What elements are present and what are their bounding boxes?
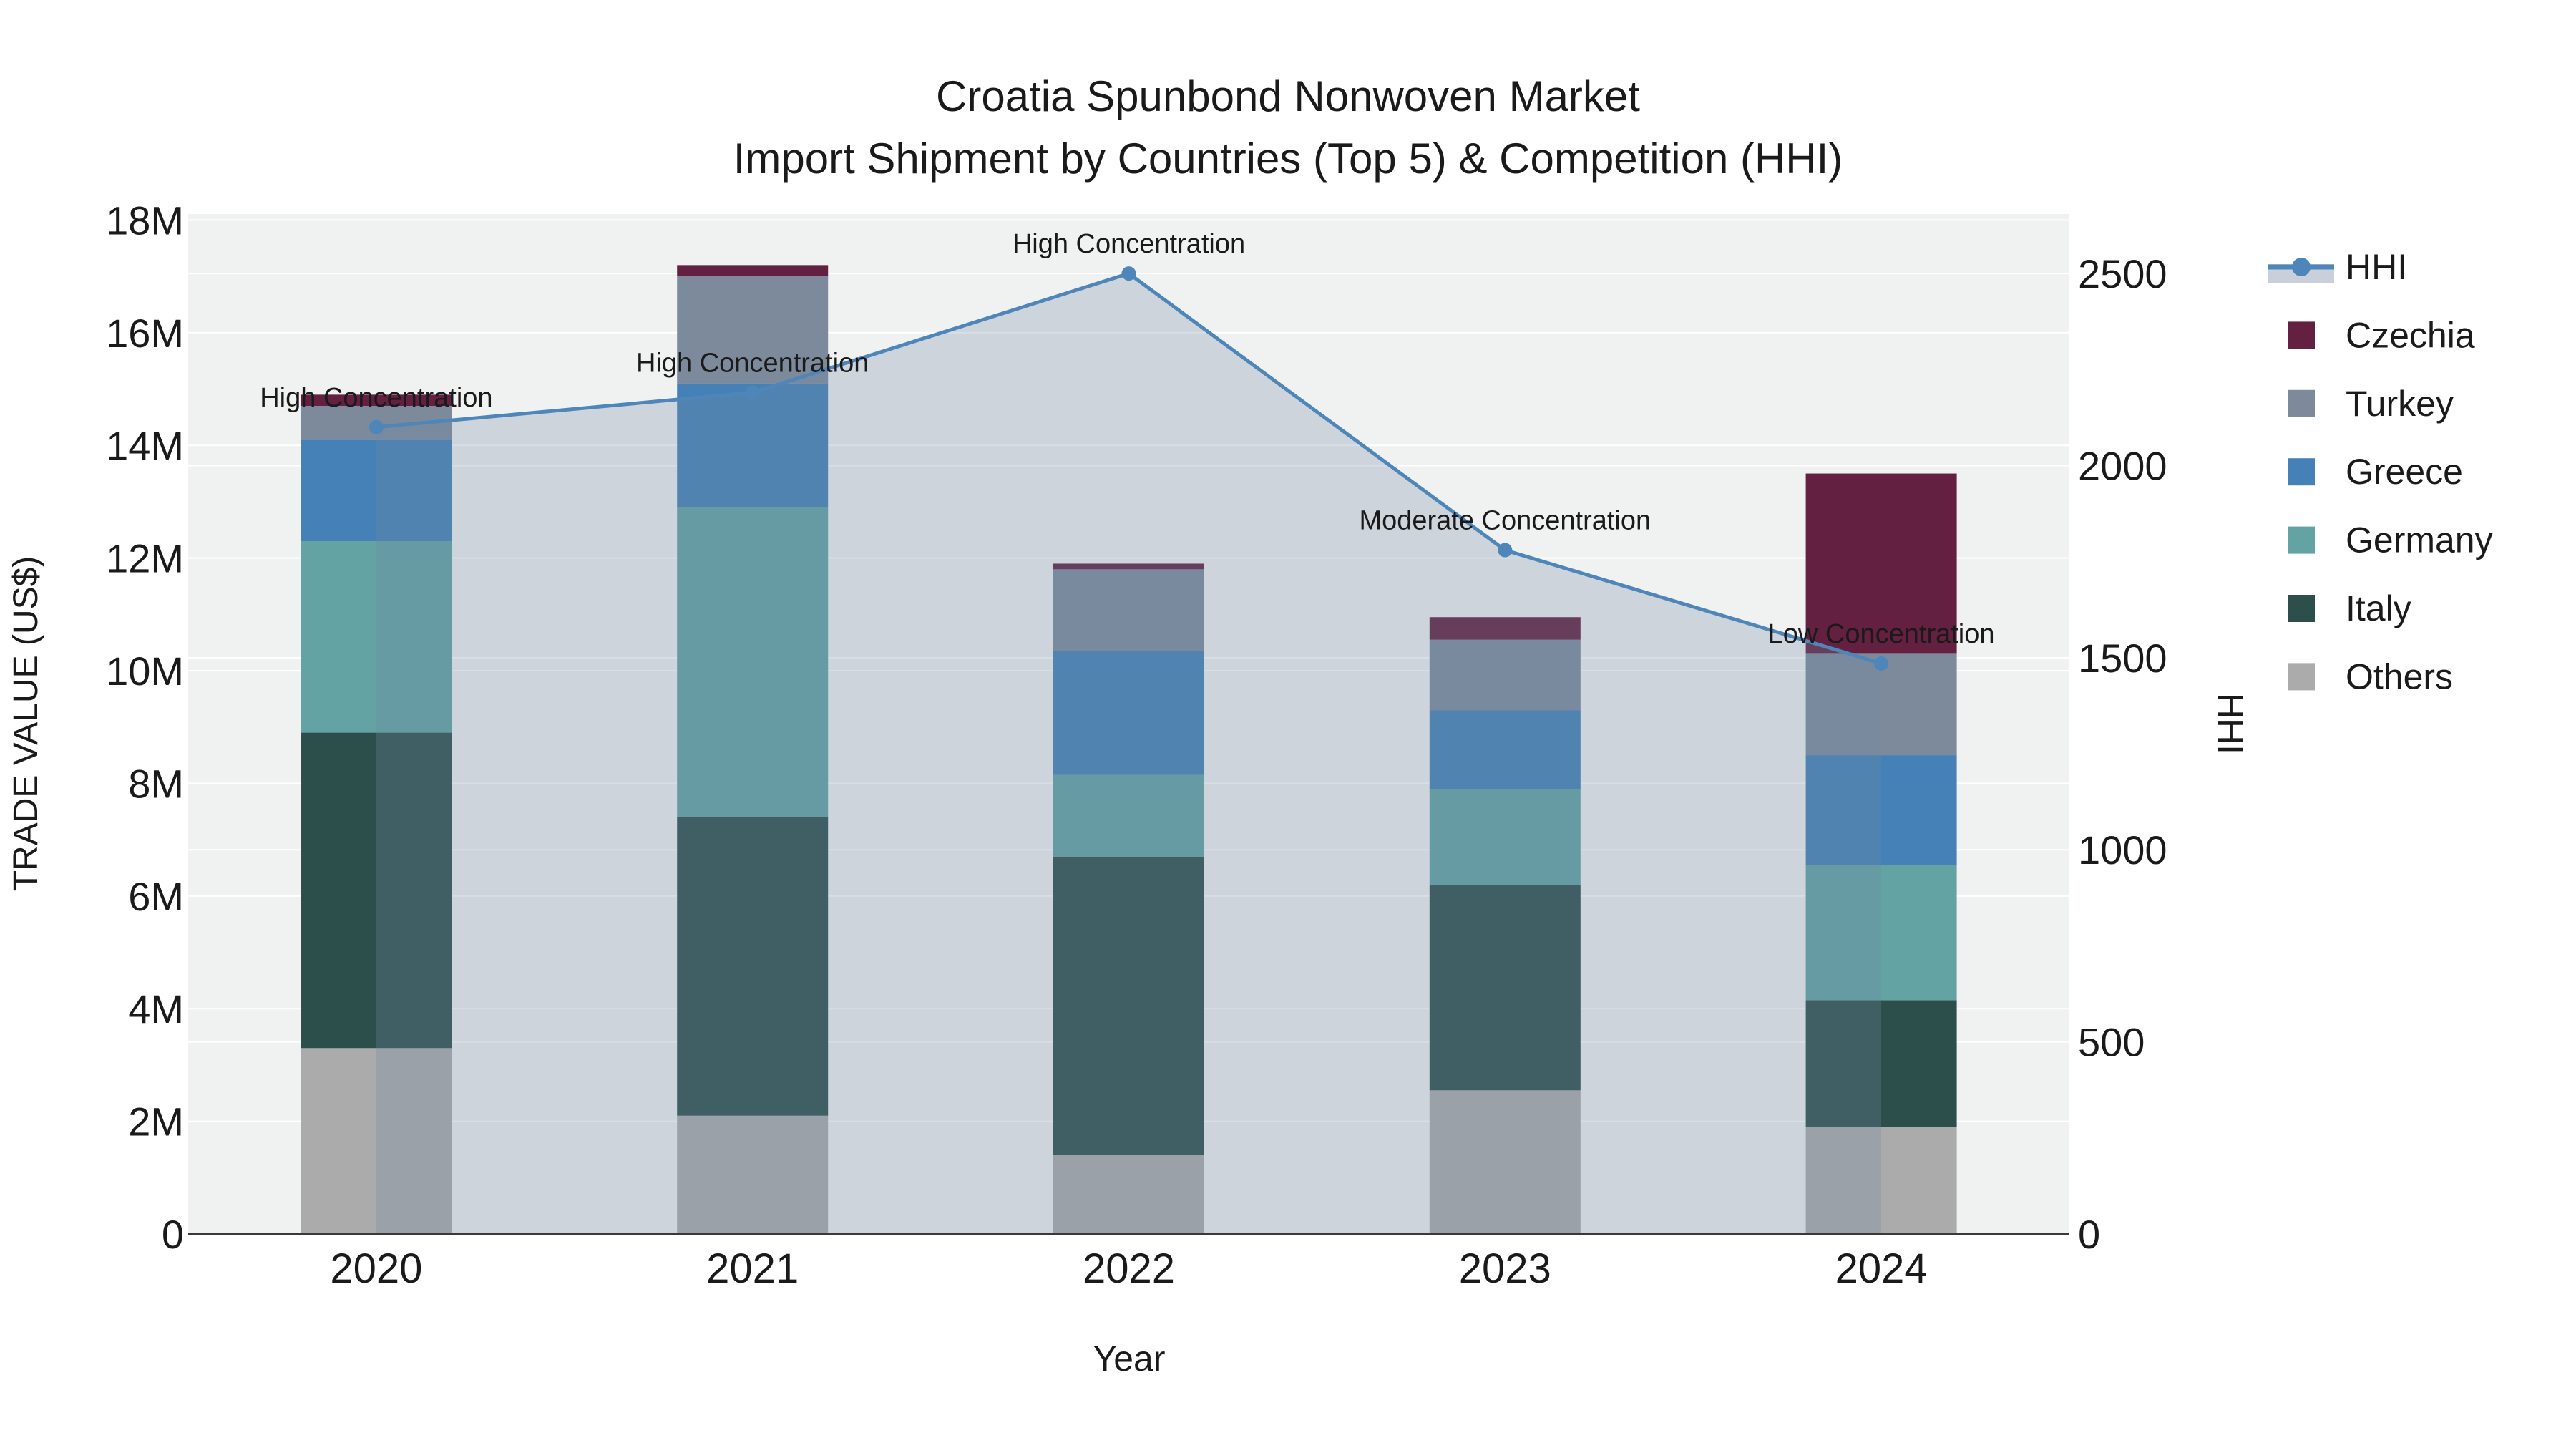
bar-segment-others-2022 [1053,1155,1204,1234]
y-left-tick: 16M [106,311,184,356]
legend-label-others: Others [2346,656,2453,696]
y-right-tick: 1500 [2078,636,2167,681]
y-right-tick: 2000 [2078,443,2167,488]
legend-item-turkey[interactable]: Turkey [2288,384,2454,424]
hhi-marker-2022 [1121,266,1136,281]
axis-tick-labels: 0 2M 4M 6M 8M 10M 12M 14M 16M 18M 0 500 1000 1500 2000… [106,198,2167,1292]
legend-label-turkey: Turkey [2346,384,2454,424]
y-left-tick: 0 [162,1212,184,1257]
legend-item-czechia[interactable]: Czechia [2288,315,2475,355]
bar-segment-italy-2023 [1429,885,1581,1091]
legend-item-germany[interactable]: Germany [2288,520,2493,560]
legend-label-italy: Italy [2346,588,2411,628]
legend-item-hhi[interactable]: HHI [2268,247,2407,287]
y-left-tick: 14M [106,423,184,468]
hhi-marker-2024 [1874,656,1889,671]
y-left-axis-title: TRADE VALUE (US$) [7,556,45,892]
x-tick-2024: 2024 [1835,1245,1928,1292]
bar-segment-greece-2020 [301,439,452,541]
bar-segment-turkey-2024 [1805,653,1957,756]
y-right-tick: 0 [2078,1212,2100,1257]
annotation-2020: High Concentration [260,383,492,413]
bar-segment-turkey-2023 [1429,639,1581,711]
stacked-bars [301,265,1957,1234]
bar-segment-others-2020 [301,1048,452,1234]
y-left-tick: 6M [128,874,184,919]
y-right-tick: 2500 [2078,251,2167,296]
bar-segment-germany-2024 [1805,865,1957,1001]
bar-segment-germany-2020 [301,540,452,733]
bar-segment-turkey-2021 [677,276,829,384]
legend-swatch-greece [2288,458,2315,486]
bar-segment-others-2021 [677,1115,829,1234]
x-tick-2023: 2023 [1459,1245,1551,1292]
hhi-area-fill [376,273,1882,1235]
hhi-marker-2023 [1498,543,1513,558]
y-left-tick: 8M [128,761,184,806]
chart-title-line1: Croatia Spunbond Nonwoven Market [936,72,1640,120]
legend-hhi-marker-icon [2292,258,2311,276]
y-left-tick: 12M [106,536,184,581]
bar-segment-greece-2023 [1429,710,1581,789]
annotation-2022: High Concentration [1013,229,1245,259]
bar-segment-greece-2022 [1053,651,1204,775]
x-tick-2022: 2022 [1083,1245,1175,1292]
bar-segment-turkey-2022 [1053,569,1204,651]
bar-segment-italy-2022 [1053,856,1204,1155]
x-tick-2021: 2021 [706,1245,799,1292]
y-right-tick: 500 [2078,1020,2145,1065]
y-right-axis-title: HHI [2210,693,2250,754]
y-left-tick: 18M [106,198,184,243]
legend-item-others[interactable]: Others [2288,656,2453,696]
bar-segment-germany-2021 [677,507,829,817]
bar-segment-others-2023 [1429,1090,1581,1234]
legend-label-czechia: Czechia [2346,315,2475,355]
bar-segment-italy-2024 [1805,1000,1957,1127]
annotation-2023: Moderate Concentration [1359,506,1651,536]
bar-segment-germany-2022 [1053,774,1204,857]
legend-swatch-italy [2288,595,2315,622]
hhi-marker-2021 [745,385,760,400]
x-tick-2020: 2020 [330,1245,422,1292]
legend: HHI Czechia Turkey Greece Germany Italy Others [2268,247,2493,696]
y-left-tick: 10M [106,648,184,694]
legend-label-greece: Greece [2346,452,2463,492]
bar-segment-italy-2020 [301,732,452,1049]
bar-segment-germany-2023 [1429,789,1581,885]
legend-swatch-others [2288,663,2315,691]
bar-segment-czechia-2024 [1805,473,1957,654]
bar-segment-czechia-2022 [1053,563,1204,570]
y-right-tick: 1000 [2078,827,2167,873]
bar-segment-italy-2021 [677,817,829,1116]
x-axis-title: Year [1093,1338,1165,1379]
legend-item-greece[interactable]: Greece [2288,452,2463,492]
bar-segment-greece-2024 [1805,755,1957,865]
legend-swatch-germany [2288,526,2315,554]
hhi-marker-2020 [369,419,384,434]
annotation-2021: High Concentration [636,348,869,378]
bar-segment-greece-2021 [677,383,829,507]
legend-swatch-turkey [2288,389,2315,417]
annotations: High Concentration High Concentration High… [260,229,1994,649]
chart-title-line2: Import Shipment by Countries (Top 5) & C… [733,135,1843,183]
y-left-tick: 4M [128,986,184,1031]
bar-segment-czechia-2023 [1429,617,1581,640]
hhi-line-layer [369,266,1889,1235]
legend-label-germany: Germany [2346,520,2493,560]
bar-segment-czechia-2020 [301,394,452,407]
legend-item-italy[interactable]: Italy [2288,588,2411,628]
bar-segment-others-2024 [1805,1127,1957,1234]
bar-segment-czechia-2021 [677,265,829,277]
legend-label-hhi: HHI [2346,247,2407,287]
y-left-tick: 2M [128,1099,184,1145]
legend-swatch-czechia [2288,321,2315,349]
annotation-2024: Low Concentration [1768,619,1995,649]
